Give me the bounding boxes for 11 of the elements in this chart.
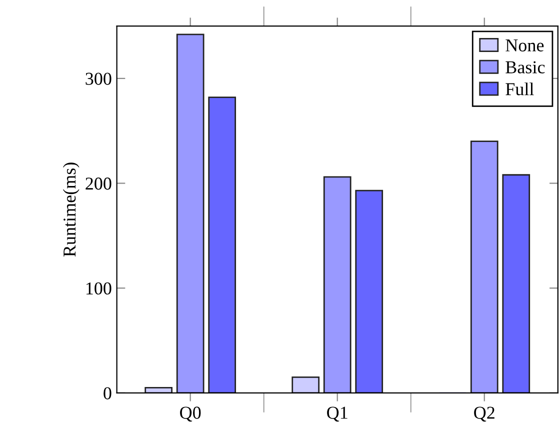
x-tick-label: Q2: [474, 406, 494, 422]
y-axis-title: Runtime(ms): [62, 162, 80, 257]
y-tick-label: 0: [104, 387, 112, 400]
x-tick-label: Q0: [180, 406, 201, 422]
y-tick-label: 200: [86, 178, 112, 190]
y-tick-label: 300: [86, 72, 112, 85]
legend-label: None: [506, 39, 544, 52]
legend-label: Basic: [506, 61, 545, 74]
legend-label: Full: [506, 82, 534, 96]
x-tick-label: Q1: [327, 406, 348, 422]
y-tick-label: 100: [86, 282, 112, 295]
